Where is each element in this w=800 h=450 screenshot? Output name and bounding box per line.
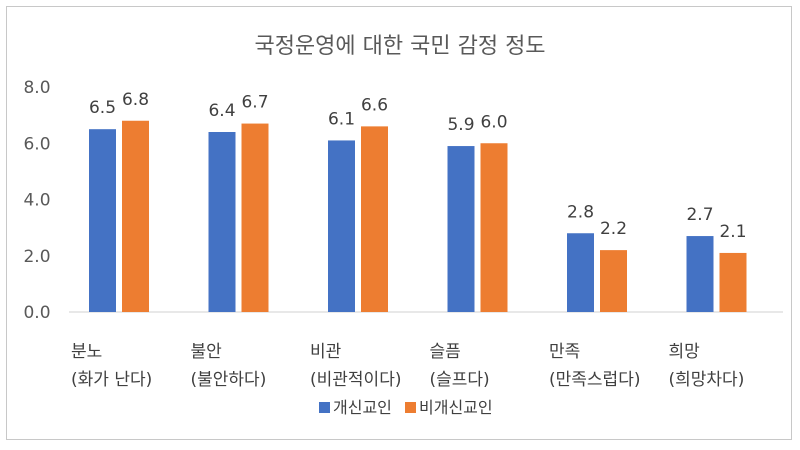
bar bbox=[208, 132, 236, 312]
data-label: 5.9 bbox=[447, 115, 474, 135]
category-label: 불안 bbox=[191, 342, 223, 362]
category-sublabel: (불안하다) bbox=[191, 370, 267, 390]
category-labels: 분노 (화가 난다) 불안 (불안하다) 비관 (비관적이다) 슬픔 (슬프다) 만족 (만족스럽… bbox=[71, 342, 744, 390]
data-label: 2.2 bbox=[600, 219, 627, 239]
category-label: 슬픔 bbox=[430, 342, 461, 362]
y-axis-ticks: 0.0 2.0 4.0 6.0 8.0 bbox=[23, 78, 50, 323]
data-labels: 6.5 6.8 6.4 6.7 6.1 6.6 5.9 6.0 2.8 2.2 2.7 2.1 bbox=[89, 90, 747, 242]
bar bbox=[719, 252, 747, 312]
data-label: 6.8 bbox=[122, 90, 149, 110]
data-label: 2.7 bbox=[686, 205, 713, 225]
legend-swatch bbox=[319, 402, 330, 413]
category-label: 희망 bbox=[669, 342, 701, 362]
data-label: 2.8 bbox=[567, 202, 594, 222]
category-sublabel: (희망차다) bbox=[669, 370, 745, 390]
legend: 개신교인 비개신교인 bbox=[319, 398, 493, 417]
data-label: 6.1 bbox=[328, 109, 355, 129]
bar bbox=[89, 129, 116, 312]
data-label: 6.6 bbox=[361, 95, 388, 115]
bar-chart: 국정운영에 대한 국민 감정 정도 0.0 2.0 4.0 6.0 8.0 6.5 6.8… bbox=[23, 34, 783, 417]
y-tick-label: 8.0 bbox=[23, 78, 50, 98]
bar bbox=[480, 143, 508, 312]
y-tick-label: 4.0 bbox=[23, 191, 50, 211]
data-label: 6.7 bbox=[241, 93, 268, 113]
bar bbox=[447, 146, 475, 312]
y-tick-label: 6.0 bbox=[23, 134, 50, 154]
legend-label: 개신교인 bbox=[333, 398, 392, 417]
bar bbox=[567, 233, 594, 312]
bar bbox=[600, 250, 627, 312]
data-label: 6.0 bbox=[480, 112, 507, 132]
legend-label: 비개신교인 bbox=[419, 398, 493, 417]
chart-title: 국정운영에 대한 국민 감정 정도 bbox=[254, 34, 545, 59]
bars bbox=[89, 120, 747, 312]
bar bbox=[686, 236, 714, 312]
y-tick-label: 0.0 bbox=[23, 303, 50, 323]
bar bbox=[328, 140, 355, 312]
data-label: 6.5 bbox=[89, 98, 116, 118]
data-label: 6.4 bbox=[208, 101, 235, 121]
y-tick-label: 2.0 bbox=[23, 247, 50, 267]
legend-swatch bbox=[405, 402, 416, 413]
chart-frame: 국정운영에 대한 국민 감정 정도 0.0 2.0 4.0 6.0 8.0 6.5 6.8… bbox=[6, 6, 792, 440]
category-label: 만족 bbox=[549, 342, 580, 362]
category-label: 비관 bbox=[310, 342, 341, 362]
bar bbox=[361, 126, 388, 312]
data-label: 2.1 bbox=[719, 222, 746, 242]
bar bbox=[122, 120, 149, 312]
bar bbox=[241, 123, 269, 312]
category-label: 분노 bbox=[71, 342, 102, 362]
category-sublabel: (만족스럽다) bbox=[549, 370, 640, 390]
category-sublabel: (화가 난다) bbox=[71, 370, 152, 390]
category-sublabel: (비관적이다) bbox=[310, 370, 401, 390]
category-sublabel: (슬프다) bbox=[430, 370, 490, 390]
